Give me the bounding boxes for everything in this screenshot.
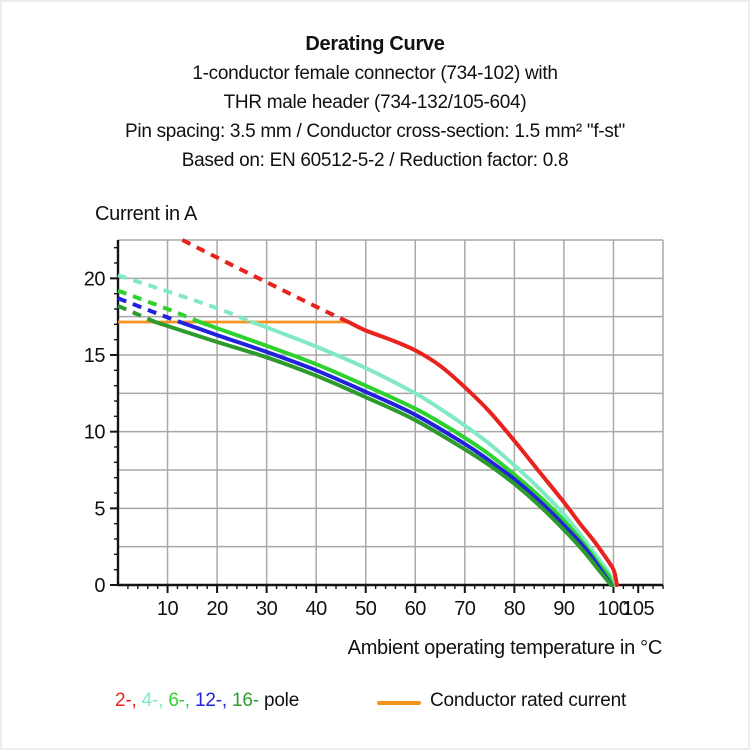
y-tick-label: 0 xyxy=(94,575,105,597)
y-axis-label: Current in A xyxy=(95,203,198,225)
curve-16-pole-dashed xyxy=(117,304,156,324)
x-tick-label: 60 xyxy=(405,598,427,620)
x-tick-label: 30 xyxy=(256,598,278,620)
rated-current-label: Conductor rated current xyxy=(430,690,627,711)
x-tick-label: 100 xyxy=(598,598,630,620)
curve-6-pole-dashed xyxy=(117,288,201,324)
curve-4-pole-solid xyxy=(249,320,615,587)
y-tick-label: 10 xyxy=(84,422,106,444)
legend-item-12pole: 12-, xyxy=(194,690,232,711)
chart-header: Derating Curve 1-conductor female connec… xyxy=(0,30,750,175)
x-axis-label: Ambient operating temperature in °C xyxy=(347,637,663,659)
legend-pole-items: 2-, 4-, 6-, 12-, 16- pole xyxy=(115,690,299,712)
legend: 2-, 4-, 6-, 12-, 16- pole Conductor rate… xyxy=(0,690,750,720)
y-tick-label: 5 xyxy=(94,498,105,520)
y-tick-label: 15 xyxy=(84,345,106,367)
chart-subtitle-line-4: Based on: EN 60512-5-2 / Reduction facto… xyxy=(181,150,569,171)
curve-2-pole-solid xyxy=(346,320,619,587)
curve-4-pole-dashed xyxy=(117,273,253,324)
y-tick-label: 20 xyxy=(84,268,106,290)
legend-item-16pole: 16- xyxy=(232,690,264,711)
x-tick-label: 80 xyxy=(504,598,526,620)
x-tick-label: 40 xyxy=(306,598,328,620)
x-tick-label: 10 xyxy=(157,598,179,620)
x-tick-label: 50 xyxy=(355,598,377,620)
legend-item-6pole: 6-, xyxy=(168,690,195,711)
chart-subtitle-line-2: THR male header (734-132/105-604) xyxy=(223,92,527,113)
curve-6-pole-solid xyxy=(197,320,614,587)
x-tick-label: 20 xyxy=(206,598,228,620)
curve-12-pole-solid xyxy=(177,320,614,587)
curve-2-pole-dashed xyxy=(181,238,350,324)
chart-subtitle-line-3: Pin spacing: 3.5 mm / Conductor cross-se… xyxy=(125,121,625,142)
x-tick-label: 70 xyxy=(454,598,476,620)
chart-title: Derating Curve xyxy=(305,33,445,55)
legend-pole-suffix: pole xyxy=(263,690,300,711)
x-tick-label: 105 xyxy=(622,598,654,620)
curve-16-pole-solid xyxy=(153,320,613,587)
legend-item-2pole: 2-, xyxy=(115,690,142,711)
rated-current-line-swatch xyxy=(377,701,421,705)
chart-subtitle-line-1: 1-conductor female connector (734-102) w… xyxy=(192,63,558,84)
x-tick-label: 90 xyxy=(553,598,575,620)
legend-item-4pole: 4-, xyxy=(141,690,169,711)
